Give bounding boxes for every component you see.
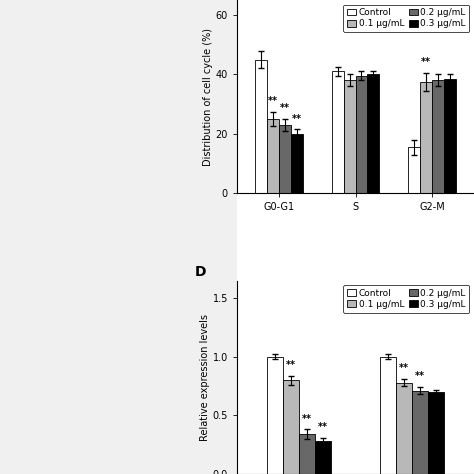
Text: **: ** <box>280 103 290 113</box>
Bar <box>267 357 283 474</box>
Bar <box>267 119 279 193</box>
Bar <box>412 391 428 474</box>
Text: **: ** <box>292 114 302 124</box>
Text: **: ** <box>268 96 278 106</box>
Legend: Control, 0.1 μg/mL, 0.2 μg/mL, 0.3 μg/mL: Control, 0.1 μg/mL, 0.2 μg/mL, 0.3 μg/mL <box>343 285 469 312</box>
Bar <box>367 74 379 193</box>
Bar <box>255 60 267 193</box>
Bar <box>380 357 396 474</box>
Text: **: ** <box>302 414 312 424</box>
Bar <box>444 79 456 193</box>
Bar <box>283 380 299 474</box>
Bar <box>279 125 291 193</box>
Legend: Control, 0.1 μg/mL, 0.2 μg/mL, 0.3 μg/mL: Control, 0.1 μg/mL, 0.2 μg/mL, 0.3 μg/mL <box>343 5 469 32</box>
Bar <box>396 383 412 474</box>
Text: **: ** <box>421 57 431 67</box>
Y-axis label: Distribution of cell cycle (%): Distribution of cell cycle (%) <box>203 28 213 166</box>
Bar <box>356 76 367 193</box>
Text: **: ** <box>399 363 409 373</box>
Text: D: D <box>194 265 206 279</box>
Y-axis label: Relative expression levels: Relative expression levels <box>200 314 210 441</box>
Bar <box>299 434 315 474</box>
Bar <box>315 441 331 474</box>
Text: **: ** <box>318 422 328 432</box>
Bar <box>408 147 420 193</box>
Bar <box>420 82 432 193</box>
Bar <box>291 134 303 193</box>
Text: **: ** <box>415 372 425 382</box>
Bar <box>332 72 344 193</box>
Bar <box>344 81 356 193</box>
Bar <box>432 81 444 193</box>
Text: **: ** <box>286 360 296 370</box>
Bar <box>428 392 444 474</box>
